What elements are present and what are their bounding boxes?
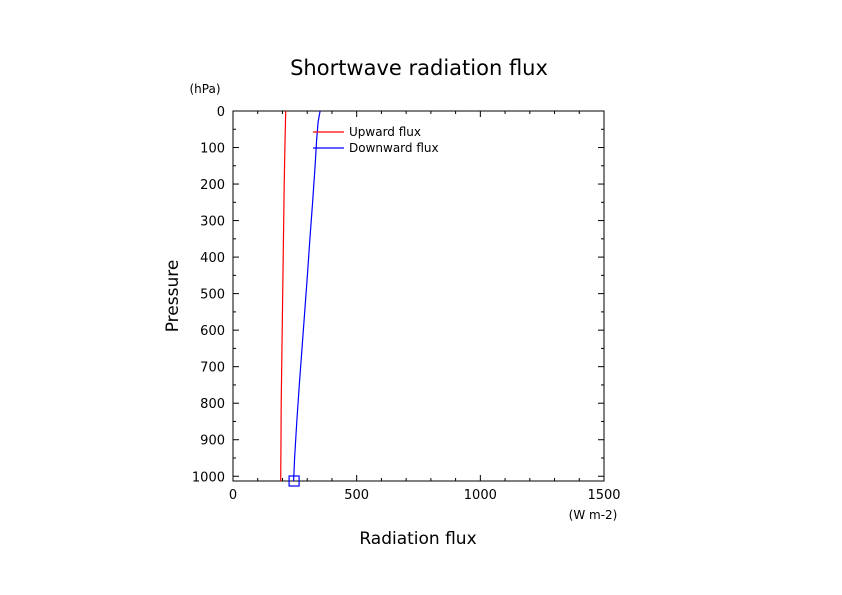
plot-frame	[232, 110, 605, 482]
y-tick-label: 900	[200, 434, 225, 449]
y-tick-label: 600	[200, 324, 225, 339]
series-layer	[280, 110, 321, 487]
y-tick-label: 400	[200, 251, 225, 266]
legend: Upward flux Downward flux	[313, 125, 439, 155]
y-unit-label: (hPa)	[189, 82, 220, 96]
legend-label: Downward flux	[349, 141, 439, 155]
x-tick-label: 1500	[587, 488, 620, 503]
y-tick-label: 800	[200, 397, 225, 412]
x-tick-label: 500	[344, 488, 369, 503]
upward-flux-line	[280, 110, 287, 482]
y-tick-label: 100	[200, 142, 225, 157]
x-tick-label: 0	[229, 488, 237, 503]
y-tick-label: 700	[200, 361, 225, 376]
chart-title: Shortwave radiation flux	[290, 56, 548, 80]
y-tick-label: 300	[200, 215, 225, 230]
x-axis-ticks: 0 500 1000 1500	[229, 111, 621, 503]
y-tick-label: 500	[200, 288, 225, 303]
y-tick-label: 1000	[192, 470, 225, 485]
surface-marker	[288, 475, 300, 487]
y-axis-ticks: 0 100 200 300 400 500 600 700 800 900 1000	[192, 105, 604, 485]
y-tick-label: 0	[217, 105, 225, 120]
x-tick-label: 1000	[464, 488, 497, 503]
downward-flux-line	[293, 110, 321, 482]
legend-label: Upward flux	[349, 125, 421, 139]
x-unit-label: (W m-2)	[569, 508, 618, 522]
x-axis-label: Radiation flux	[359, 529, 476, 549]
y-tick-label: 200	[200, 178, 225, 193]
y-axis-label: Pressure	[163, 260, 183, 333]
